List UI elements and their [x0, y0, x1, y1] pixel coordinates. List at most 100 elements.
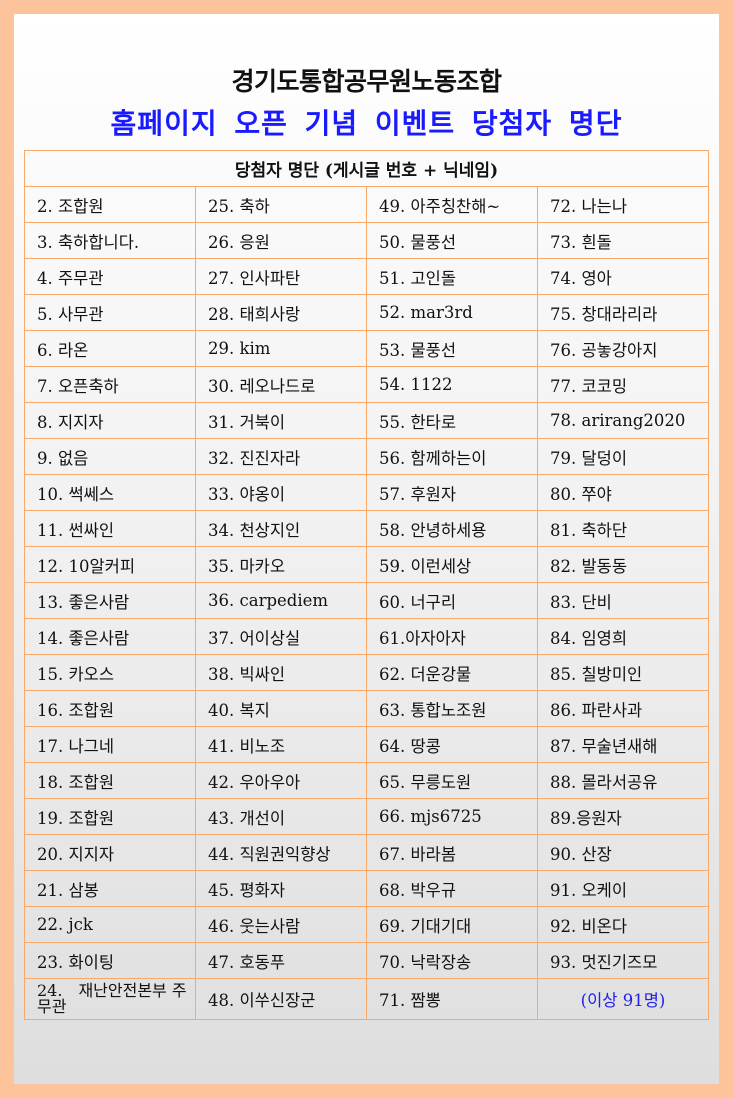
- table-row: 12. 10알커피 35. 마카오 59. 이런세상 82. 발동동: [24, 546, 709, 583]
- winner-cell: 57. 후원자: [366, 474, 538, 511]
- winner-cell: 73. 흰돌: [537, 222, 709, 259]
- winner-cell: 32. 진진자라: [195, 438, 367, 475]
- winner-cell: 67. 바라봄: [366, 834, 538, 871]
- winner-cell: 48. 이쑤신장군: [195, 978, 367, 1020]
- table-row: 6. 라온 29. kim 53. 물풍선 76. 공놓강아지: [24, 330, 709, 367]
- winner-cell: 27. 인사파탄: [195, 258, 367, 295]
- table-row: 17. 나그네 41. 비노조 64. 땅콩 87. 무술년새해: [24, 726, 709, 763]
- winner-cell: 16. 조합원: [24, 690, 196, 727]
- table-row: 21. 삼봉 45. 평화자 68. 박우규 91. 오케이: [24, 870, 709, 907]
- winner-cell: 75. 창대라리라: [537, 294, 709, 331]
- winner-cell: 11. 썬싸인: [24, 510, 196, 547]
- winner-cell: 7. 오픈축하: [24, 366, 196, 403]
- winner-cell: 13. 좋은사람: [24, 582, 196, 619]
- winner-cell: 74. 영아: [537, 258, 709, 295]
- winner-cell: 80. 쭈야: [537, 474, 709, 511]
- winner-cell: 29. kim: [195, 330, 367, 367]
- winner-cell: 28. 태희사랑: [195, 294, 367, 331]
- winner-cell: 53. 물풍선: [366, 330, 538, 367]
- winner-cell: 6. 라온: [24, 330, 196, 367]
- winner-cell: 47. 호동푸: [195, 942, 367, 979]
- winner-cell: 30. 레오나드로: [195, 366, 367, 403]
- table-row: 19. 조합원 43. 개선이 66. mjs6725 89.응원자: [24, 798, 709, 835]
- table-row: 9. 없음 32. 진진자라 56. 함께하는이 79. 달덩이: [24, 438, 709, 475]
- winner-cell: 42. 우아우아: [195, 762, 367, 799]
- table-row: 3. 축하합니다. 26. 응원 50. 물풍선 73. 흰돌: [24, 222, 709, 259]
- winner-cell: 93. 멋진기즈모: [537, 942, 709, 979]
- table-row: 16. 조합원 40. 복지 63. 통합노조원 86. 파란사과: [24, 690, 709, 727]
- table-caption-row: 당첨자 명단 (게시글 번호 + 닉네임): [24, 150, 709, 187]
- winner-cell: 87. 무술년새해: [537, 726, 709, 763]
- winner-cell: 34. 천상지인: [195, 510, 367, 547]
- winner-cell: 84. 임영희: [537, 618, 709, 655]
- winners-table: 당첨자 명단 (게시글 번호 + 닉네임) 2. 조합원 25. 축하 49. 아주…: [24, 150, 709, 1020]
- winner-cell: 31. 거북이: [195, 402, 367, 439]
- winner-cell: 10. 썩쎄스: [24, 474, 196, 511]
- table-row: 8. 지지자 31. 거북이 55. 한타로 78. arirang2020: [24, 402, 709, 439]
- winner-cell: 25. 축하: [195, 186, 367, 223]
- winner-cell: 82. 발동동: [537, 546, 709, 583]
- winner-cell: 14. 좋은사람: [24, 618, 196, 655]
- winner-cell: 66. mjs6725: [366, 798, 538, 835]
- winner-cell: 54. 1122: [366, 366, 538, 403]
- winner-cell: 41. 비노조: [195, 726, 367, 763]
- document-title: 경기도통합공무원노동조합: [231, 67, 502, 96]
- table-row: 15. 카오스 38. 빅싸인 62. 더운강물 85. 칠방미인: [24, 654, 709, 691]
- winner-cell: 88. 몰라서공유: [537, 762, 709, 799]
- winner-cell: 62. 더운강물: [366, 654, 538, 691]
- winner-cell: 52. mar3rd: [366, 294, 538, 331]
- table-row: 7. 오픈축하 30. 레오나드로 54. 1122 77. 코코밍: [24, 366, 709, 403]
- winner-cell: 72. 나는나: [537, 186, 709, 223]
- winner-cell: 44. 직원권익향상: [195, 834, 367, 871]
- winner-cell: 49. 아주칭찬해~: [366, 186, 538, 223]
- winner-cell: 15. 카오스: [24, 654, 196, 691]
- winner-cell: 55. 한타로: [366, 402, 538, 439]
- winner-cell: 38. 빅싸인: [195, 654, 367, 691]
- winner-cell: 23. 화이팅: [24, 942, 196, 979]
- winner-cell: 20. 지지자: [24, 834, 196, 871]
- winner-cell: 65. 무릉도원: [366, 762, 538, 799]
- winner-cell: 3. 축하합니다.: [24, 222, 196, 259]
- winner-cell: 59. 이런세상: [366, 546, 538, 583]
- document-subtitle: 홈페이지 오픈 기념 이벤트 당첨자 명단: [110, 107, 623, 140]
- total-count-note: (이상 91명): [537, 978, 709, 1020]
- winner-cell: 90. 산장: [537, 834, 709, 871]
- winner-cell: 4. 주무관: [24, 258, 196, 295]
- winner-cell: 89.응원자: [537, 798, 709, 835]
- winner-cell: 8. 지지자: [24, 402, 196, 439]
- winner-cell: 2. 조합원: [24, 186, 196, 223]
- table-row: 13. 좋은사람 36. carpediem 60. 너구리 83. 단비: [24, 582, 709, 619]
- winner-cell: 83. 단비: [537, 582, 709, 619]
- winner-cell: 85. 칠방미인: [537, 654, 709, 691]
- table-row: 18. 조합원 42. 우아우아 65. 무릉도원 88. 몰라서공유: [24, 762, 709, 799]
- winner-cell: 58. 안녕하세용: [366, 510, 538, 547]
- table-row: 22. jck 46. 웃는사람 69. 기대기대 92. 비온다: [24, 906, 709, 943]
- winner-cell: 18. 조합원: [24, 762, 196, 799]
- table-caption: 당첨자 명단 (게시글 번호 + 닉네임): [24, 150, 709, 187]
- winner-cell: 78. arirang2020: [537, 402, 709, 439]
- winner-cell: 86. 파란사과: [537, 690, 709, 727]
- table-row: 23. 화이팅 47. 호동푸 70. 낙락장송 93. 멋진기즈모: [24, 942, 709, 979]
- winner-cell: 71. 짬뽕: [366, 978, 538, 1020]
- winner-cell: 91. 오케이: [537, 870, 709, 907]
- winner-cell: 61.아자아자: [366, 618, 538, 655]
- table-row: 14. 좋은사람 37. 어이상실 61.아자아자 84. 임영희: [24, 618, 709, 655]
- winner-cell: 69. 기대기대: [366, 906, 538, 943]
- table-body: 2. 조합원 25. 축하 49. 아주칭찬해~ 72. 나는나 3. 축하합니다. 26…: [24, 186, 709, 1020]
- winner-cell: 64. 땅콩: [366, 726, 538, 763]
- winner-cell: 24. 재난안전본부 주무관: [24, 978, 196, 1020]
- winner-cell: 56. 함께하는이: [366, 438, 538, 475]
- table-row: 24. 재난안전본부 주무관 48. 이쑤신장군 71. 짬뽕 (이상 91명): [24, 978, 709, 1020]
- winner-cell: 17. 나그네: [24, 726, 196, 763]
- winner-cell: 76. 공놓강아지: [537, 330, 709, 367]
- table-row: 10. 썩쎄스 33. 야옹이 57. 후원자 80. 쭈야: [24, 474, 709, 511]
- winner-cell: 19. 조합원: [24, 798, 196, 835]
- winner-cell: 79. 달덩이: [537, 438, 709, 475]
- table-row: 4. 주무관 27. 인사파탄 51. 고인돌 74. 영아: [24, 258, 709, 295]
- winner-cell: 45. 평화자: [195, 870, 367, 907]
- winner-cell: 68. 박우규: [366, 870, 538, 907]
- winner-cell: 40. 복지: [195, 690, 367, 727]
- table-row: 2. 조합원 25. 축하 49. 아주칭찬해~ 72. 나는나: [24, 186, 709, 223]
- winner-cell: 70. 낙락장송: [366, 942, 538, 979]
- winner-cell: 12. 10알커피: [24, 546, 196, 583]
